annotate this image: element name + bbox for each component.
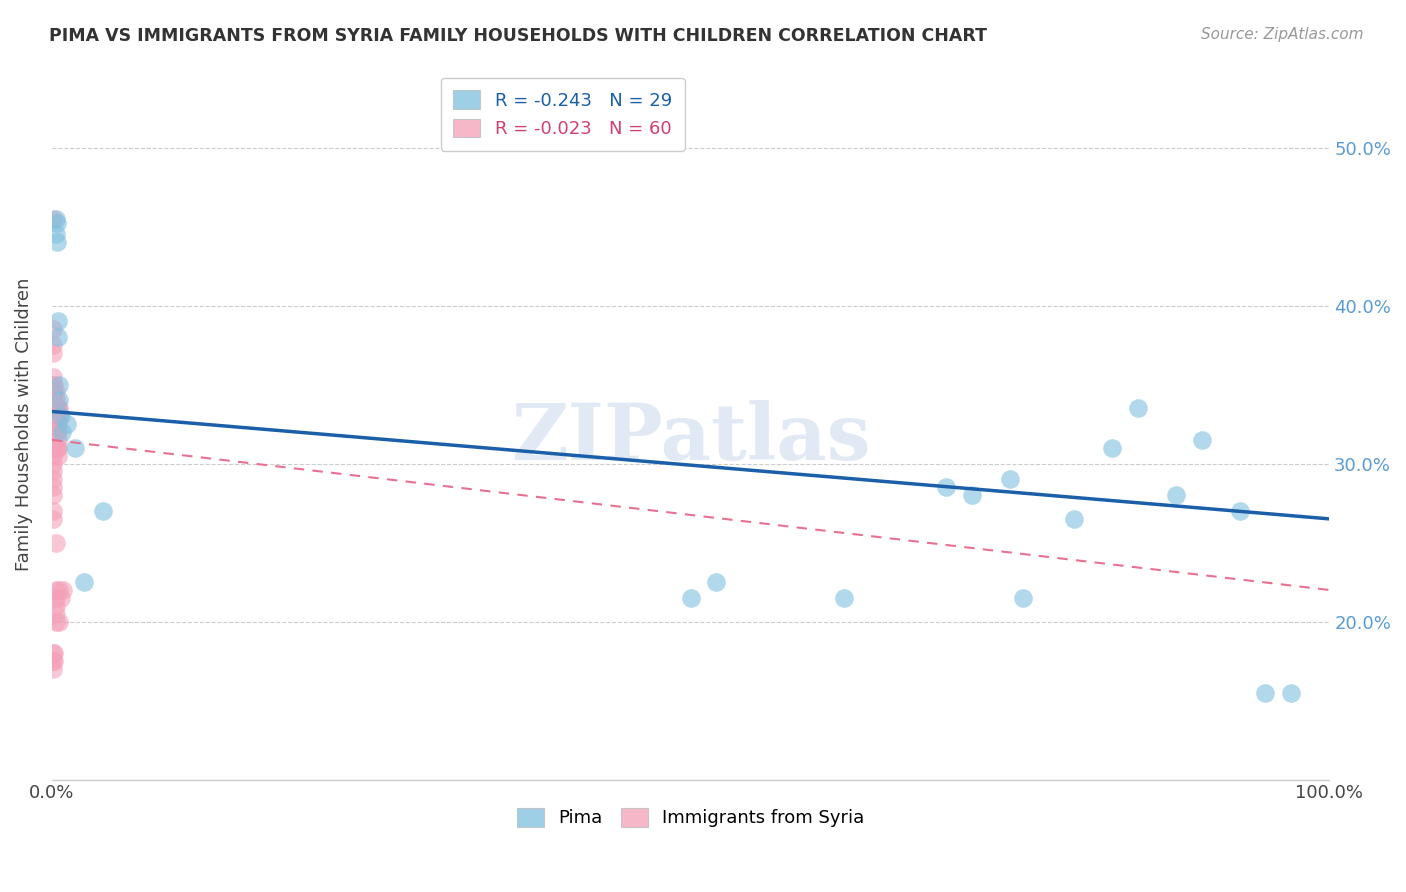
Point <box>46 417 69 431</box>
Text: ZIPatlas: ZIPatlas <box>510 401 870 476</box>
Point <box>56 417 79 431</box>
Point <box>51 425 73 439</box>
Point <box>46 401 69 416</box>
Point <box>42 377 65 392</box>
Point <box>42 480 65 494</box>
Text: Source: ZipAtlas.com: Source: ZipAtlas.com <box>1201 27 1364 42</box>
Point <box>49 591 72 605</box>
Point <box>1063 512 1085 526</box>
Point <box>42 646 65 660</box>
Point <box>48 615 70 629</box>
Point <box>46 409 69 424</box>
Point <box>42 512 65 526</box>
Point <box>46 425 69 439</box>
Point <box>52 582 75 597</box>
Point <box>45 535 67 549</box>
Point <box>42 465 65 479</box>
Point <box>45 409 67 424</box>
Point <box>48 401 70 416</box>
Point <box>42 417 65 431</box>
Point <box>45 582 67 597</box>
Point <box>44 385 66 400</box>
Point <box>63 441 86 455</box>
Point <box>42 346 65 360</box>
Point <box>45 227 67 242</box>
Point <box>960 488 983 502</box>
Point <box>45 401 67 416</box>
Point <box>42 385 65 400</box>
Point <box>91 504 114 518</box>
Text: PIMA VS IMMIGRANTS FROM SYRIA FAMILY HOUSEHOLDS WITH CHILDREN CORRELATION CHART: PIMA VS IMMIGRANTS FROM SYRIA FAMILY HOU… <box>49 27 987 45</box>
Point <box>704 575 727 590</box>
Point <box>46 330 69 344</box>
Point <box>42 472 65 486</box>
Point <box>42 401 65 416</box>
Point <box>45 425 67 439</box>
Legend: Pima, Immigrants from Syria: Pima, Immigrants from Syria <box>509 801 872 835</box>
Point <box>42 425 65 439</box>
Point <box>44 654 66 668</box>
Point <box>1254 686 1277 700</box>
Point <box>48 409 70 424</box>
Point <box>46 441 69 455</box>
Point <box>42 369 65 384</box>
Point <box>45 401 67 416</box>
Point <box>45 216 67 230</box>
Point <box>1126 401 1149 416</box>
Point <box>42 488 65 502</box>
Point <box>1229 504 1251 518</box>
Point <box>45 599 67 613</box>
Point <box>45 591 67 605</box>
Point <box>45 607 67 621</box>
Point <box>42 393 65 408</box>
Point <box>42 654 65 668</box>
Point <box>42 504 65 518</box>
Point <box>45 393 67 408</box>
Point <box>45 235 67 250</box>
Point <box>42 449 65 463</box>
Point <box>45 385 67 400</box>
Point <box>832 591 855 605</box>
Point <box>998 472 1021 486</box>
Point <box>42 457 65 471</box>
Point <box>42 409 65 424</box>
Point <box>46 433 69 447</box>
Point <box>42 338 65 352</box>
Point <box>44 409 66 424</box>
Point <box>42 433 65 447</box>
Point <box>48 393 70 408</box>
Point <box>42 211 65 226</box>
Point <box>1279 686 1302 700</box>
Point <box>44 417 66 431</box>
Point <box>1191 433 1213 447</box>
Y-axis label: Family Households with Children: Family Households with Children <box>15 277 32 571</box>
Point <box>45 417 67 431</box>
Point <box>46 449 69 463</box>
Point <box>45 441 67 455</box>
Point <box>44 377 66 392</box>
Point <box>44 646 66 660</box>
Point <box>45 441 67 455</box>
Point <box>48 377 70 392</box>
Point <box>42 441 65 455</box>
Point <box>42 662 65 676</box>
Point <box>45 615 67 629</box>
Point <box>679 591 702 605</box>
Point <box>73 575 96 590</box>
Point <box>45 211 67 226</box>
Point <box>49 409 72 424</box>
Point <box>1011 591 1033 605</box>
Point <box>46 314 69 328</box>
Point <box>1164 488 1187 502</box>
Point <box>1101 441 1123 455</box>
Point <box>42 322 65 336</box>
Point <box>935 480 957 494</box>
Point <box>48 582 70 597</box>
Point <box>45 409 67 424</box>
